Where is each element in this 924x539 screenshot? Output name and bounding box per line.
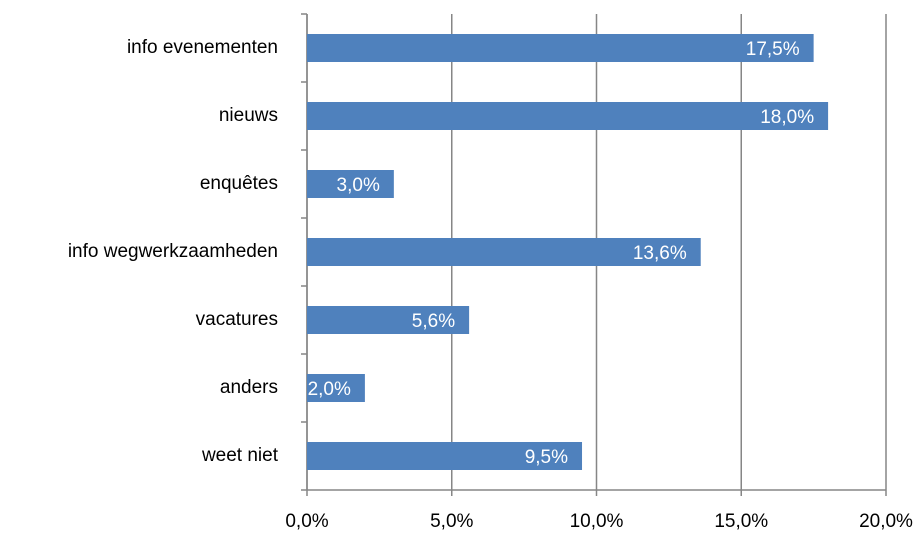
y-tick-label: info wegwerkzaamheden: [68, 241, 278, 262]
x-tick-label: 0,0%: [285, 511, 328, 532]
bar: [307, 170, 394, 198]
x-tick-label: 10,0%: [570, 511, 624, 532]
y-tick-label: nieuws: [219, 105, 278, 126]
y-tick-label: enquêtes: [200, 173, 278, 194]
x-tick-label: 15,0%: [714, 511, 768, 532]
y-tick-label: vacatures: [196, 309, 278, 330]
y-tick-label: info evenementen: [127, 37, 278, 58]
bar: [307, 374, 365, 402]
value-label: 13,6%: [633, 243, 687, 264]
bar: [307, 102, 829, 130]
value-label: 5,6%: [412, 311, 455, 332]
x-tick-label: 5,0%: [430, 511, 473, 532]
y-tick-label: weet niet: [201, 445, 279, 466]
value-label: 18,0%: [760, 107, 814, 128]
y-tick-label: anders: [220, 377, 278, 398]
value-label: 3,0%: [337, 175, 380, 196]
bar: [307, 306, 470, 334]
value-label: 2,0%: [308, 379, 351, 400]
bar: [307, 238, 701, 266]
bar: [307, 34, 814, 62]
x-tick-label: 20,0%: [859, 511, 913, 532]
value-label: 9,5%: [525, 447, 568, 468]
bar: [307, 442, 583, 470]
value-label: 17,5%: [746, 39, 800, 60]
